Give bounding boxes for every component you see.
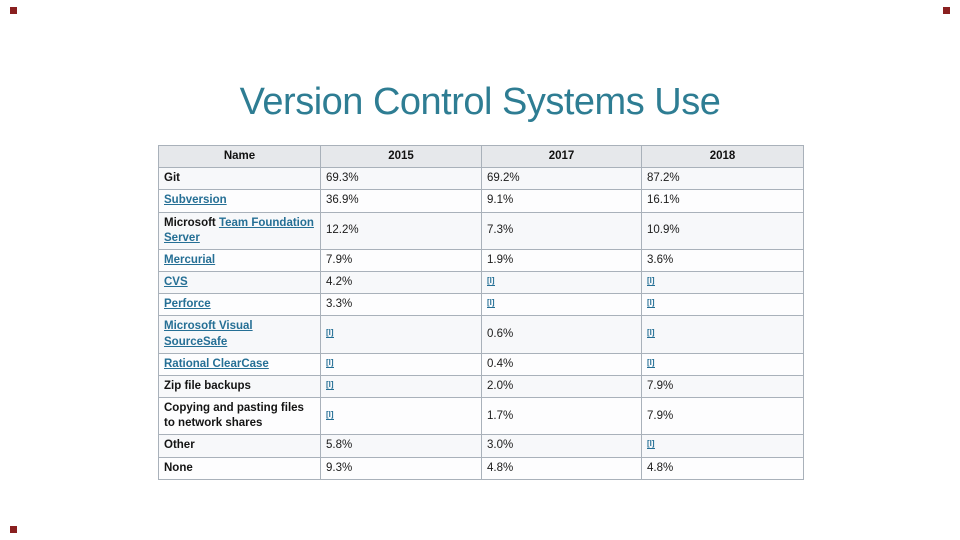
table-row: Perforce 3.3% [l] [l] <box>158 293 804 317</box>
footnote-link[interactable]: [l] <box>326 379 334 390</box>
corner-handle-top-left <box>10 7 17 14</box>
table-row: Rational ClearCase [l] 0.4% [l] <box>158 352 804 376</box>
value-cell: 1.9% <box>481 248 642 273</box>
footnote-link[interactable]: [l] <box>326 327 334 338</box>
row-name-cell: Mercurial <box>158 248 321 273</box>
table-row: CVS 4.2% [l] [l] <box>158 271 804 295</box>
table-row: Git 69.3% 69.2% 87.2% <box>158 167 804 191</box>
value-cell: [l] <box>320 397 482 436</box>
vcs-table-container: Name 2015 2017 2018 Git 69.3% 69.2% 87.2% Subve… <box>158 144 804 480</box>
vcs-table: Name 2015 2017 2018 Git 69.3% 69.2% 87.2% Subve… <box>158 144 804 480</box>
value-cell: 0.6% <box>481 315 642 354</box>
value-cell: 7.9% <box>641 374 804 399</box>
value-cell: 5.8% <box>320 434 482 458</box>
value-cell: 1.7% <box>481 397 642 436</box>
column-header-name: Name <box>158 144 321 169</box>
vcs-link[interactable]: Team Foundation Server <box>164 216 314 244</box>
value-cell: [l] <box>641 293 804 317</box>
row-name-cell: Other <box>158 434 321 458</box>
value-cell: 4.8% <box>481 456 642 480</box>
vcs-name-text: Copying and pasting files to network sha… <box>164 402 304 430</box>
corner-handle-top-right <box>943 7 950 14</box>
footnote-link[interactable]: [l] <box>647 357 655 368</box>
vcs-name-text: None <box>164 461 193 474</box>
table-body: Git 69.3% 69.2% 87.2% Subversion 36.9% 9.1% 16.… <box>158 167 804 480</box>
row-name-cell: None <box>158 456 321 480</box>
value-cell: 69.2% <box>481 167 642 191</box>
column-header-2015: 2015 <box>320 144 482 169</box>
row-name-cell: Microsoft Visual SourceSafe <box>158 315 321 354</box>
value-cell: 16.1% <box>641 189 804 213</box>
table-header-row: Name 2015 2017 2018 <box>158 144 804 169</box>
footnote-link[interactable]: [l] <box>326 409 334 420</box>
value-cell: [l] <box>320 352 482 376</box>
value-cell: 4.2% <box>320 271 482 295</box>
value-cell: 7.9% <box>641 397 804 436</box>
table-row: Other 5.8% 3.0% [l] <box>158 434 804 458</box>
value-cell: 12.2% <box>320 211 482 250</box>
vcs-link[interactable]: Microsoft Visual SourceSafe <box>164 320 253 348</box>
table-row: Copying and pasting files to network sha… <box>158 397 804 436</box>
value-cell: 3.6% <box>641 248 804 273</box>
value-cell: 9.1% <box>481 189 642 213</box>
value-cell: 4.8% <box>641 456 804 480</box>
value-cell: 7.3% <box>481 211 642 250</box>
column-header-2018: 2018 <box>641 144 804 169</box>
row-name-cell: Rational ClearCase <box>158 352 321 376</box>
value-cell: [l] <box>481 293 642 317</box>
vcs-link[interactable]: Rational ClearCase <box>164 357 269 370</box>
footnote-link[interactable]: [l] <box>647 298 655 309</box>
row-name-cell: Perforce <box>158 293 321 317</box>
footnote-link[interactable]: [l] <box>647 276 655 287</box>
slide-title: Version Control Systems Use <box>239 81 721 124</box>
table-row: Microsoft Team Foundation Server 12.2% 7.3… <box>158 211 804 250</box>
value-cell: 0.4% <box>481 352 642 376</box>
row-name-cell: Microsoft Team Foundation Server <box>158 211 321 250</box>
vcs-link[interactable]: Mercurial <box>164 253 216 266</box>
value-cell: [l] <box>320 315 482 354</box>
table-row: Subversion 36.9% 9.1% 16.1% <box>158 189 804 213</box>
vcs-name-text: Other <box>164 439 195 452</box>
column-header-2017: 2017 <box>481 144 642 169</box>
footnote-link[interactable]: [l] <box>326 357 334 368</box>
value-cell: 69.3% <box>320 167 482 191</box>
footnote-link[interactable]: [l] <box>487 298 495 309</box>
row-name-cell: CVS <box>158 271 321 295</box>
vcs-name-text: Git <box>164 172 180 185</box>
value-cell: 87.2% <box>641 167 804 191</box>
row-name-cell: Subversion <box>158 189 321 213</box>
footnote-link[interactable]: [l] <box>647 439 655 450</box>
value-cell: [l] <box>641 315 804 354</box>
row-name-cell: Copying and pasting files to network sha… <box>158 397 321 436</box>
table-row: Microsoft Visual SourceSafe [l] 0.6% [l] <box>158 315 804 354</box>
vcs-link[interactable]: Perforce <box>164 298 211 311</box>
vcs-link[interactable]: Subversion <box>164 194 227 207</box>
footnote-link[interactable]: [l] <box>487 276 495 287</box>
table-row: Mercurial 7.9% 1.9% 3.6% <box>158 248 804 273</box>
corner-handle-bottom-left <box>10 526 17 533</box>
value-cell: [l] <box>641 434 804 458</box>
table-row: Zip file backups [l] 2.0% 7.9% <box>158 374 804 399</box>
value-cell: 3.3% <box>320 293 482 317</box>
value-cell: 3.0% <box>481 434 642 458</box>
vcs-name-text: Microsoft <box>164 216 219 229</box>
value-cell: 2.0% <box>481 374 642 399</box>
value-cell: 7.9% <box>320 248 482 273</box>
table-row: None 9.3% 4.8% 4.8% <box>158 456 804 480</box>
row-name-cell: Zip file backups <box>158 374 321 399</box>
value-cell: [l] <box>481 271 642 295</box>
value-cell: [l] <box>641 271 804 295</box>
value-cell: 10.9% <box>641 211 804 250</box>
row-name-cell: Git <box>158 167 321 191</box>
value-cell: 36.9% <box>320 189 482 213</box>
vcs-link[interactable]: CVS <box>164 276 188 289</box>
vcs-name-text: Zip file backups <box>164 379 251 392</box>
footnote-link[interactable]: [l] <box>647 327 655 338</box>
value-cell: 9.3% <box>320 456 482 480</box>
value-cell: [l] <box>320 374 482 399</box>
value-cell: [l] <box>641 352 804 376</box>
